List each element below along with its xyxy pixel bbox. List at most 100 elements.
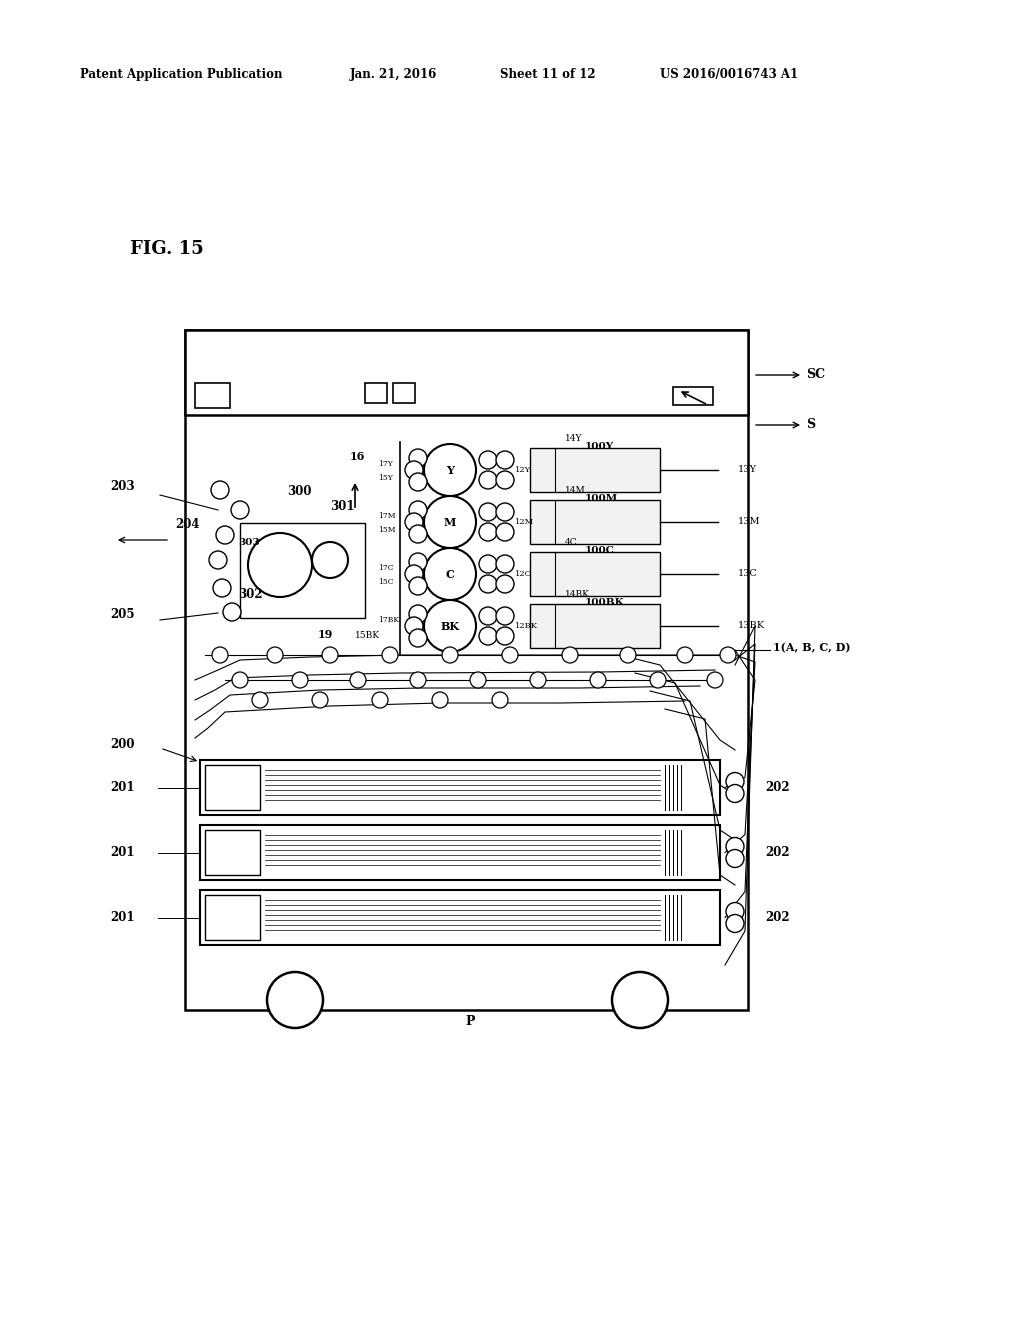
Text: 13Y: 13Y [738,466,757,474]
Text: 201: 201 [110,781,134,795]
Circle shape [216,525,234,544]
Text: S: S [806,418,815,432]
Text: SC: SC [806,368,825,381]
Circle shape [424,444,476,496]
Bar [530,552,660,597]
Bar [200,760,720,814]
Circle shape [409,502,427,519]
Text: 12Y: 12Y [515,466,531,474]
Circle shape [726,915,744,932]
Text: 204: 204 [175,517,200,531]
Circle shape [496,554,514,573]
Text: 202: 202 [765,846,790,859]
Text: FIG. 15: FIG. 15 [130,240,204,257]
Text: 15C: 15C [378,578,393,586]
Text: 15Y: 15Y [378,474,393,482]
Bar [200,890,720,945]
Circle shape [223,603,241,620]
Text: M: M [443,516,456,528]
Circle shape [409,553,427,572]
Circle shape [432,692,449,708]
Circle shape [496,451,514,469]
Text: 14M: 14M [565,486,586,495]
Circle shape [292,672,308,688]
Circle shape [479,576,497,593]
Text: 100Y: 100Y [585,442,614,451]
Text: 14BK: 14BK [565,590,590,599]
Text: 202: 202 [765,781,790,795]
Text: 303: 303 [238,539,259,546]
Circle shape [479,471,497,488]
Circle shape [382,647,398,663]
Text: 201: 201 [110,911,134,924]
Circle shape [612,972,668,1028]
Text: 17BK: 17BK [378,616,399,624]
Bar [530,605,660,648]
Text: 17Y: 17Y [378,459,393,469]
Circle shape [479,627,497,645]
Circle shape [410,672,426,688]
Circle shape [322,647,338,663]
Circle shape [590,672,606,688]
Circle shape [232,672,248,688]
Circle shape [248,533,312,597]
Text: Sheet 11 of 12: Sheet 11 of 12 [500,69,596,81]
Circle shape [470,672,486,688]
Text: 300: 300 [287,484,311,498]
Circle shape [372,692,388,708]
Text: 1(A, B, C, D): 1(A, B, C, D) [773,643,851,653]
Circle shape [620,647,636,663]
Circle shape [312,543,348,578]
Bar [200,825,720,880]
Circle shape [650,672,666,688]
Text: 19: 19 [318,630,334,640]
Circle shape [479,523,497,541]
Text: 4C: 4C [565,539,578,546]
Circle shape [496,471,514,488]
Text: 100M: 100M [585,494,618,503]
Text: 200: 200 [110,738,134,751]
Circle shape [496,503,514,521]
Circle shape [212,647,228,663]
Bar [673,387,713,405]
Circle shape [409,473,427,491]
Circle shape [213,579,231,597]
Circle shape [231,502,249,519]
Text: 100BK: 100BK [585,598,625,607]
Circle shape [409,577,427,595]
Bar [205,830,260,875]
Bar [195,383,230,408]
Circle shape [442,647,458,663]
Bar [530,447,660,492]
Circle shape [211,480,229,499]
Circle shape [406,461,423,479]
Bar [205,895,260,940]
Circle shape [424,601,476,652]
Circle shape [726,837,744,855]
Text: P: P [465,1015,475,1028]
Circle shape [209,550,227,569]
Bar [240,523,365,618]
Circle shape [530,672,546,688]
Text: 12C: 12C [515,570,532,578]
Circle shape [492,692,508,708]
Bar [365,383,387,403]
Text: 201: 201 [110,846,134,859]
Text: Y: Y [446,465,454,475]
Circle shape [350,672,366,688]
Bar [185,330,748,414]
Circle shape [424,496,476,548]
Circle shape [479,451,497,469]
Circle shape [424,548,476,601]
Text: 13M: 13M [738,517,761,527]
Circle shape [726,850,744,867]
Circle shape [707,672,723,688]
Text: 301: 301 [330,500,354,513]
Circle shape [562,647,578,663]
Bar [205,766,260,810]
Bar [530,500,660,544]
Text: C: C [445,569,455,579]
Circle shape [726,772,744,791]
Circle shape [726,903,744,920]
Circle shape [496,523,514,541]
